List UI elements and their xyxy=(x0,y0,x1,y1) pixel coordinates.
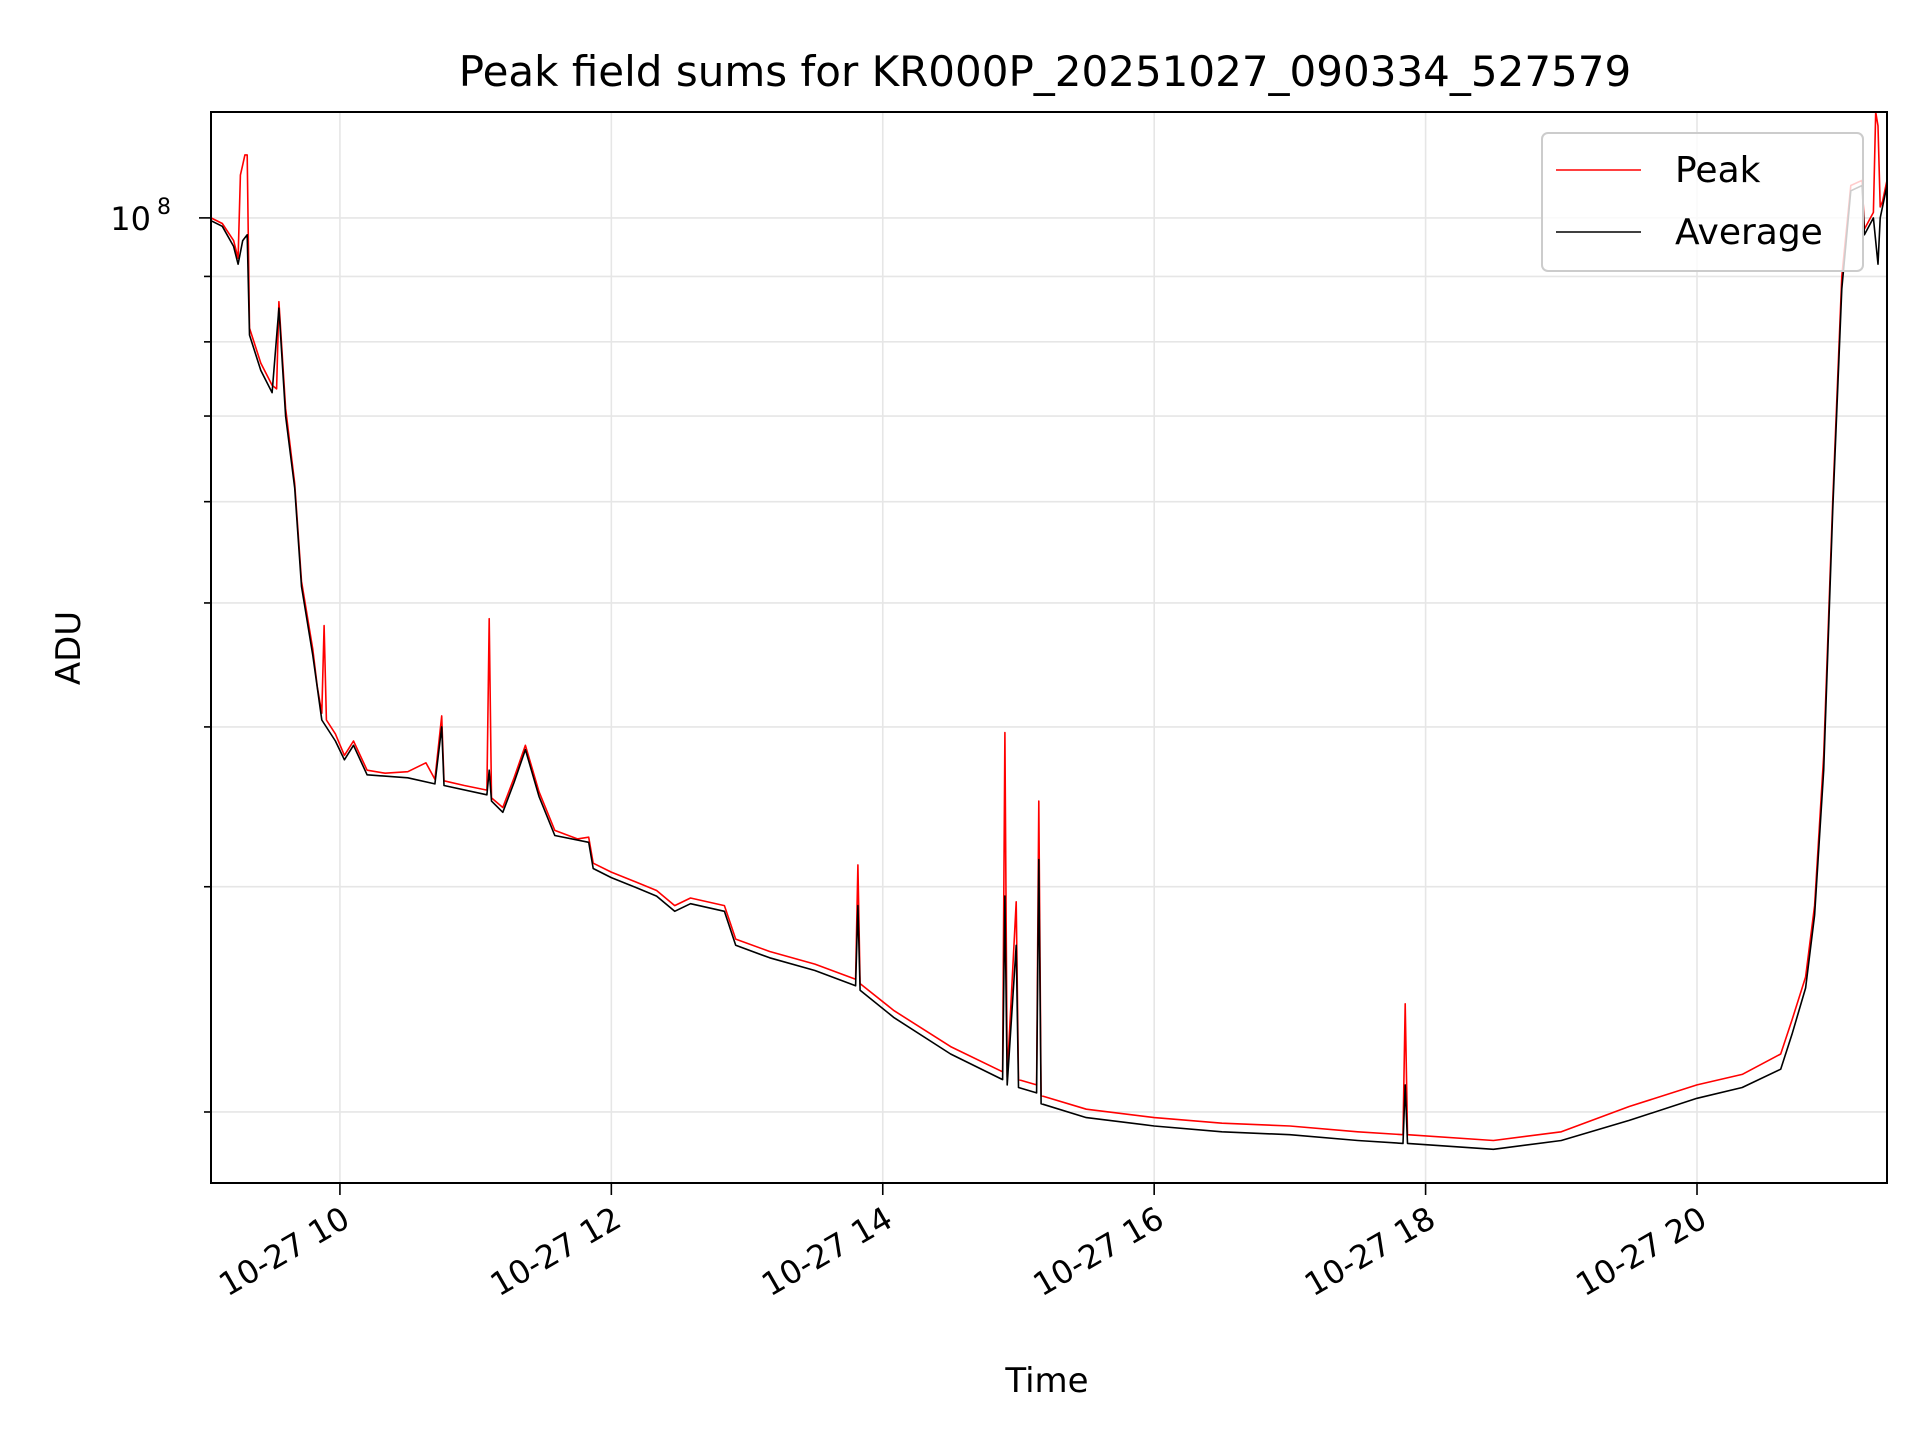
legend: Peak Average xyxy=(1541,132,1864,272)
y-tick-label: 10 xyxy=(110,200,151,238)
legend-label-peak: Peak xyxy=(1675,150,1761,191)
series-line-peak xyxy=(210,111,1888,1142)
y-axis-label: ADU xyxy=(49,611,89,685)
y-axis-ticks: 10 8 xyxy=(110,195,211,1113)
y-tick-label-base: 10 xyxy=(110,200,151,238)
legend-label-average: Average xyxy=(1675,212,1823,253)
x-axis-label: Time xyxy=(1004,1361,1088,1401)
legend-box xyxy=(1541,132,1864,272)
chart-title: Peak field sums for KR000P_20251027_0903… xyxy=(459,47,1631,96)
series-line-average xyxy=(210,184,1888,1151)
plot-lines xyxy=(210,111,1888,1151)
plot-frame xyxy=(210,111,1888,1184)
y-tick-label-exponent: 8 xyxy=(157,195,171,220)
